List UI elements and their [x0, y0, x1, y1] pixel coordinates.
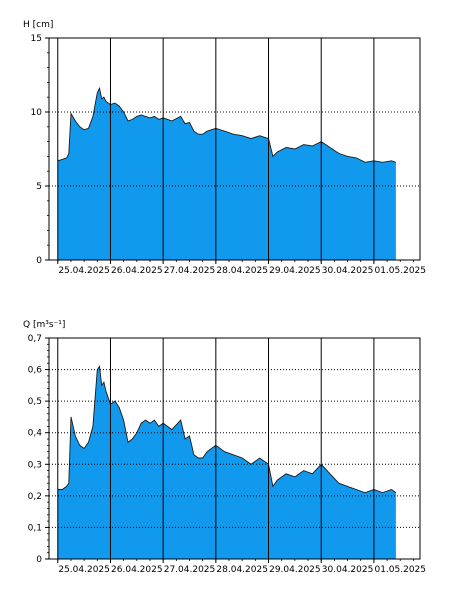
y-tick-label: 0 — [36, 256, 42, 266]
y-tick-label: 0,3 — [28, 460, 42, 470]
y-tick-label: 5 — [36, 182, 42, 192]
y-axis-label: H [cm] — [23, 20, 53, 30]
y-tick-label: 10 — [31, 108, 43, 118]
x-tick-label: 01.05.2025 — [374, 266, 426, 276]
x-tick-label: 29.04.2025 — [269, 266, 321, 276]
x-tick-label: 26.04.2025 — [111, 266, 163, 276]
y-tick-label: 0,4 — [28, 429, 43, 439]
area-fill-series-0 — [57, 366, 396, 559]
y-axis-label: Q [m³s⁻¹] — [23, 320, 65, 330]
x-tick-label: 30.04.2025 — [322, 565, 374, 575]
plot-frame — [48, 37, 421, 261]
water-level-chart: 0 5 10 15 25.04.2025 26.04.2025 27.04.2025 28.0… — [23, 20, 426, 276]
x-tick-label: 28.04.2025 — [216, 266, 268, 276]
y-tick-label: 0,6 — [28, 366, 43, 376]
y-tick-label: 0,7 — [28, 334, 42, 344]
x-tick-label: 25.04.2025 — [58, 565, 110, 575]
series-line-0 — [57, 365, 397, 494]
x-tick-label: 28.04.2025 — [216, 565, 268, 575]
x-tick-label: 27.04.2025 — [164, 266, 216, 276]
plot-frame — [48, 337, 421, 560]
x-tick-label: 26.04.2025 — [111, 565, 163, 575]
y-tick-label: 15 — [31, 34, 42, 44]
x-tick-label: 01.05.2025 — [374, 565, 426, 575]
y-tick-label: 0,1 — [28, 523, 42, 533]
series-line-0 — [57, 86, 397, 163]
y-tick-label: 0 — [36, 555, 42, 565]
x-tick-label: 29.04.2025 — [269, 565, 321, 575]
y-tick-label: 0,5 — [28, 397, 42, 407]
area-fill-series-0 — [57, 88, 396, 260]
x-tick-label: 30.04.2025 — [322, 266, 374, 276]
y-tick-label: 0,2 — [28, 492, 42, 502]
x-tick-label: 25.04.2025 — [58, 266, 110, 276]
discharge-chart: 0 0,1 0,2 0,3 0,4 0,5 0,6 0,7 25.04.2025 26.04.20… — [23, 320, 426, 575]
x-tick-label: 27.04.2025 — [164, 565, 216, 575]
